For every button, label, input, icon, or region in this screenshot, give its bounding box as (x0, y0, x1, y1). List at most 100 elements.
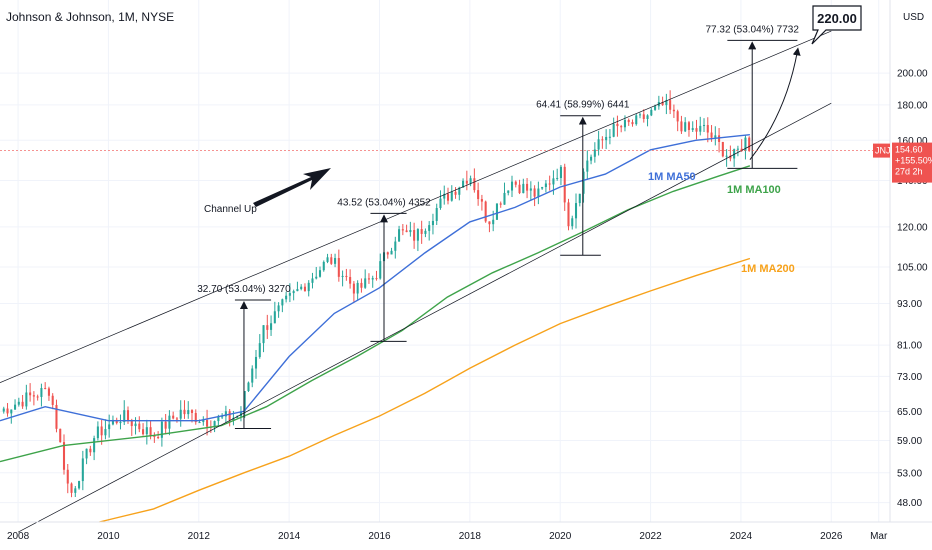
candle-body (59, 428, 62, 443)
candle-body (17, 401, 20, 405)
candle-body (303, 286, 306, 292)
candle-body (217, 416, 220, 422)
candle-body (510, 181, 514, 191)
candle-body (725, 155, 728, 157)
candle-body (119, 422, 122, 424)
candle-body (635, 115, 638, 125)
candle-body (345, 275, 348, 278)
candle-body (239, 411, 242, 417)
candle-body (601, 139, 604, 141)
measure-label: 64.41 (58.99%) 6441 (536, 100, 630, 111)
candle-body (469, 178, 472, 184)
candle-body (108, 424, 111, 430)
x-tick-label: 2012 (188, 531, 211, 542)
candle-body (96, 426, 99, 439)
candle-body (458, 187, 461, 195)
candle-body (334, 258, 337, 264)
currency-label[interactable]: USD (903, 12, 924, 23)
candle-body (503, 192, 506, 205)
candle-body (695, 128, 698, 132)
candle-body (288, 293, 291, 296)
y-tick-label: 200.00 (897, 69, 928, 80)
candle-body (51, 395, 54, 405)
candle-body (300, 286, 303, 290)
candle-body (25, 392, 28, 407)
candle-body (330, 257, 333, 264)
y-tick-label: 81.00 (897, 341, 922, 352)
ma100-line (0, 165, 751, 463)
candle-body (623, 119, 626, 128)
candle-body (172, 415, 175, 419)
candle-body (153, 435, 156, 438)
candle-body (296, 289, 299, 292)
target-price-label: 220.00 (817, 11, 857, 26)
candle-body (111, 419, 114, 425)
candle-body (175, 418, 178, 420)
y-tick-label: 105.00 (897, 263, 928, 274)
candle-body (367, 278, 370, 280)
candle-body (529, 188, 532, 191)
candle-body (6, 408, 9, 414)
candle-body (526, 183, 529, 191)
price-tag (892, 142, 932, 183)
candle-body (134, 423, 137, 427)
candle-body (567, 202, 570, 227)
candle-body (160, 421, 163, 438)
candle-body (10, 409, 13, 414)
candle-body (251, 368, 254, 383)
candle-body (620, 126, 623, 128)
candle-body (537, 188, 540, 197)
candle-body (341, 275, 344, 277)
candle-body (285, 295, 288, 300)
candle-body (714, 135, 717, 138)
candle-body (337, 258, 340, 277)
y-tick-label: 93.00 (897, 299, 922, 310)
x-tick-label: 2018 (459, 531, 482, 542)
candle-body (593, 149, 596, 157)
candle-body (574, 203, 578, 219)
channel-upper-line (0, 30, 832, 383)
candle-body (149, 427, 152, 436)
candle-body (123, 410, 126, 423)
candle-body (93, 438, 96, 453)
candle-body (740, 148, 743, 151)
candle-body (699, 125, 702, 132)
target-callout-box (811, 5, 862, 45)
y-tick-label: 65.00 (897, 407, 922, 418)
candle-body (552, 178, 555, 185)
ma100-label: 1M MA100 (727, 184, 781, 196)
candle-body (266, 325, 269, 330)
x-tick-label: 2014 (278, 531, 301, 542)
measure-label: 43.52 (53.04%) 4352 (337, 197, 431, 208)
candle-body (492, 219, 495, 225)
y-tick-label: 53.00 (897, 468, 922, 479)
candle-body (559, 166, 562, 178)
candle-body (718, 135, 721, 142)
x-tick-label: 2026 (820, 531, 843, 542)
ma50-line (0, 134, 750, 422)
candle-body (258, 343, 261, 357)
last-price-label: 154.60 (895, 145, 923, 155)
candle-body (89, 448, 92, 453)
candle-body (650, 109, 653, 116)
candle-body (424, 230, 427, 234)
candle-body (646, 115, 649, 119)
channel-up-arrow (253, 168, 331, 207)
x-tick-label: 2010 (97, 531, 120, 542)
candle-body (721, 141, 724, 157)
moving-averages (0, 134, 751, 523)
candle-body (680, 121, 683, 132)
candle-body (349, 277, 352, 284)
candle-body (206, 419, 209, 427)
candle-body (465, 180, 468, 184)
candle-body (187, 410, 190, 415)
price-badge: JNJ 154.60+155.50%27d 2h (873, 142, 932, 183)
candle-body (70, 483, 73, 493)
candle-body (702, 125, 706, 127)
candle-body (270, 323, 273, 330)
candle-body (326, 257, 329, 262)
candle-body (36, 396, 39, 398)
candle-body (157, 437, 160, 439)
